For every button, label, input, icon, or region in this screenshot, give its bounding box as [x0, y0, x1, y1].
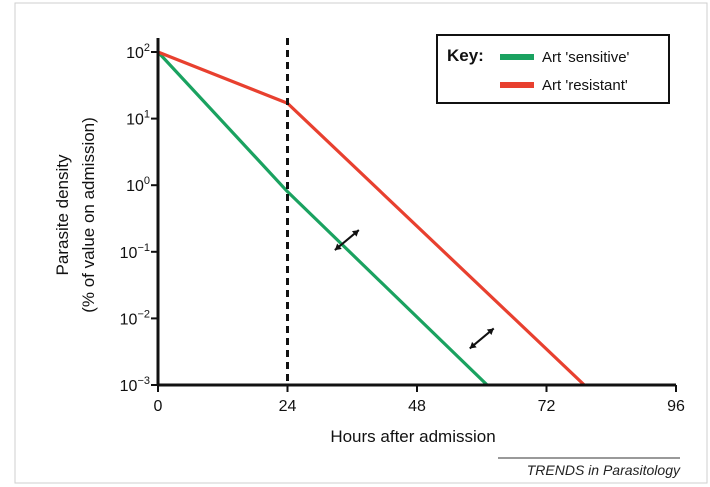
y-tick-label: 10−1 — [120, 242, 150, 262]
arrow-head — [486, 328, 494, 336]
y-tick-label: 101 — [126, 109, 150, 129]
double-arrow-annotation — [469, 327, 495, 350]
y-tick-label: 10−2 — [120, 308, 150, 328]
axes — [151, 38, 677, 392]
arrow-head — [334, 243, 342, 251]
annotations — [334, 229, 495, 350]
legend-title: Key: — [447, 46, 484, 65]
tick-labels: 0 24 48 72 96 102 101 100 10−1 10−2 10−3 — [120, 42, 685, 415]
x-axis-label: Hours after admission — [330, 427, 495, 446]
x-tick-label: 48 — [408, 398, 426, 415]
legend-box — [436, 34, 670, 104]
arrow-head — [351, 230, 359, 237]
x-tick-label: 72 — [538, 398, 556, 415]
x-tick-label: 96 — [667, 398, 685, 415]
series-line-sensitive — [156, 50, 489, 387]
legend: Key: Art 'sensitive' Art 'resistant' — [436, 34, 670, 104]
legend-label-resistant: Art 'resistant' — [542, 77, 628, 94]
y-axis-label-line-1: Parasite density — [53, 154, 72, 275]
legend-label-sensitive: Art 'sensitive' — [542, 49, 630, 66]
y-axis-label-line-2: (% of value on admission) — [79, 117, 98, 313]
arrow-head — [469, 341, 477, 349]
y-tick-label: 100 — [126, 175, 150, 195]
y-tick-label: 10−3 — [120, 375, 150, 395]
double-arrow-annotation — [334, 229, 360, 251]
source-credit: TRENDS in Parasitology — [527, 462, 681, 478]
y-tick-label: 102 — [126, 42, 150, 62]
x-tick-label: 24 — [279, 398, 297, 415]
x-tick-label: 0 — [154, 398, 163, 415]
